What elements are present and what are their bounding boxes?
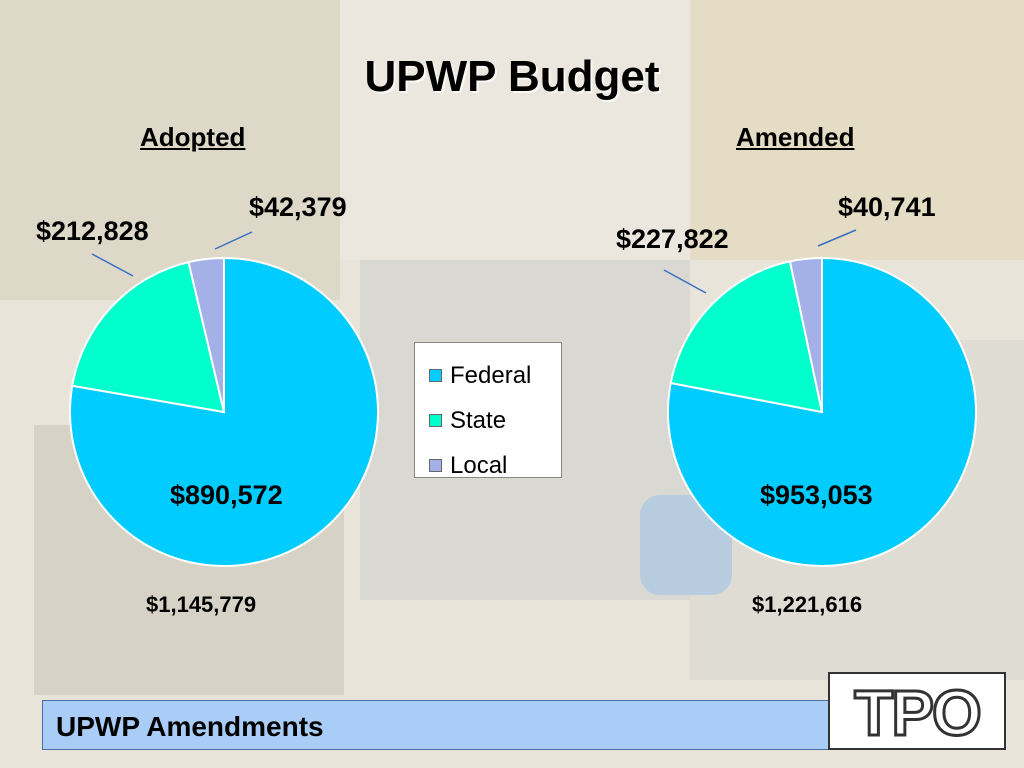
adopted-slice-local	[187, 256, 225, 413]
adopted-state-label: $212,828	[36, 216, 149, 246]
legend-label-federal: Federal	[450, 361, 532, 389]
amended-slice-local	[788, 256, 823, 413]
tpo-logo: TPO	[828, 672, 1006, 751]
amended-slice-state	[669, 260, 824, 414]
adopted-leader-line-state	[91, 253, 134, 277]
amended-leader-line-state	[663, 269, 707, 294]
legend-swatch-state	[429, 414, 442, 427]
chart-legend: Federal State Local	[414, 342, 562, 479]
adopted-chart-title: Adopted	[140, 122, 246, 152]
adopted-total-label: $1,145,779	[146, 592, 257, 617]
adopted-federal-label: $890,572	[170, 480, 283, 510]
tpo-logo-text: TPO	[853, 676, 984, 751]
legend-swatch-federal	[429, 369, 442, 382]
legend-label-state: State	[450, 406, 507, 434]
legend-swatch-local	[429, 459, 442, 472]
adopted-local-label: $42,379	[249, 192, 347, 222]
footer-title: UPWP Amendments	[56, 711, 324, 742]
adopted-slice-state	[71, 260, 226, 414]
amended-total-label: $1,221,616	[752, 592, 863, 617]
amended-federal-label: $953,053	[760, 480, 873, 510]
adopted-leader-line-local	[214, 231, 253, 250]
amended-state-label: $227,822	[616, 224, 729, 254]
legend-label-local: Local	[450, 451, 508, 479]
legend-item-federal: Federal	[429, 353, 561, 398]
footer-bar	[42, 700, 982, 750]
amended-chart-title: Amended	[736, 122, 855, 152]
legend-item-state: State	[429, 398, 561, 443]
amended-leader-line-local	[817, 229, 857, 247]
amended-slice-federal	[667, 256, 977, 567]
slide-title: UPWP Budget	[364, 52, 660, 101]
amended-local-label: $40,741	[838, 192, 936, 222]
legend-item-local: Local	[429, 443, 561, 488]
